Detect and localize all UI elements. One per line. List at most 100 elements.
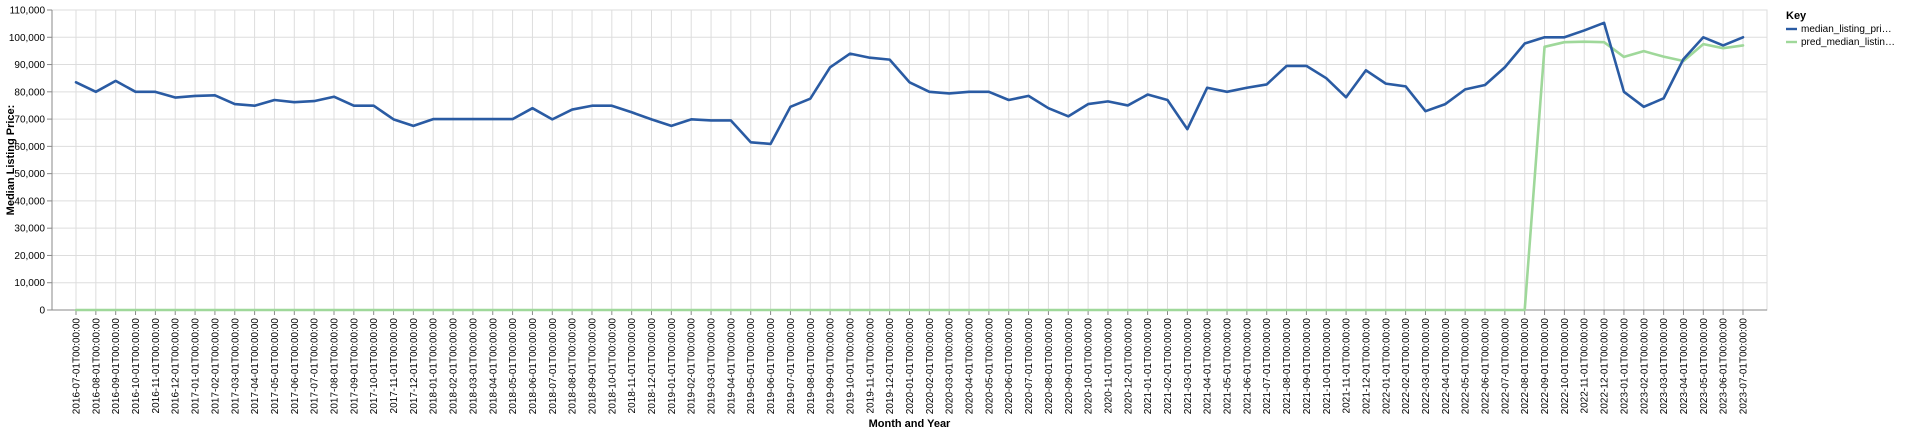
y-tick-label: 40,000 <box>14 196 45 207</box>
x-tick-label: 2017-06-01T00:00:00 <box>290 318 301 415</box>
x-tick-label: 2016-10-01T00:00:00 <box>131 318 142 415</box>
x-tick-label: 2017-04-01T00:00:00 <box>250 318 261 415</box>
y-axis: 0 10,000 20,000 30,000 40,000 50,000 60,000 70,… <box>9 6 53 317</box>
x-tick-label: 2023-02-01T00:00:00 <box>1639 318 1650 415</box>
legend-label: median_listing_pri… <box>1801 24 1892 35</box>
x-tick-label: 2020-01-01T00:00:00 <box>905 318 916 415</box>
x-tick-label: 2018-05-01T00:00:00 <box>508 318 519 415</box>
x-tick-label: 2019-06-01T00:00:00 <box>766 318 777 415</box>
x-tick-label: 2022-11-01T00:00:00 <box>1580 318 1591 414</box>
x-tick-label: 2018-06-01T00:00:00 <box>528 318 539 415</box>
x-tick-label: 2020-10-01T00:00:00 <box>1084 318 1095 415</box>
y-tick-label: 110,000 <box>10 6 46 17</box>
x-tick-label: 2016-08-01T00:00:00 <box>91 318 102 415</box>
x-tick-label: 2022-02-01T00:00:00 <box>1401 318 1412 415</box>
y-tick-label: 60,000 <box>14 142 45 153</box>
x-tick-label: 2016-11-01T00:00:00 <box>151 318 162 414</box>
x-tick-label: 2023-05-01T00:00:00 <box>1699 318 1710 415</box>
x-tick-label: 2020-12-01T00:00:00 <box>1123 318 1134 415</box>
x-tick-label: 2017-05-01T00:00:00 <box>270 318 281 415</box>
x-tick-label: 2023-04-01T00:00:00 <box>1679 318 1690 415</box>
x-tick-label: 2018-09-01T00:00:00 <box>587 318 598 415</box>
x-tick-label: 2019-04-01T00:00:00 <box>726 318 737 415</box>
x-tick-label: 2019-10-01T00:00:00 <box>845 318 856 415</box>
x-tick-label: 2018-04-01T00:00:00 <box>488 318 499 415</box>
x-tick-label: 2023-01-01T00:00:00 <box>1619 318 1630 415</box>
x-tick-label: 2022-08-01T00:00:00 <box>1520 318 1531 415</box>
y-tick-label: 80,000 <box>14 87 45 98</box>
x-tick-label: 2022-09-01T00:00:00 <box>1540 318 1551 415</box>
y-tick-label: 70,000 <box>14 115 45 126</box>
x-tick-label: 2020-05-01T00:00:00 <box>984 318 995 415</box>
x-tick-label: 2017-11-01T00:00:00 <box>389 318 400 414</box>
x-axis: 2016-07-01T00:00:00 2016-08-01T00:00:00 20… <box>52 309 1767 415</box>
x-tick-label: 2018-10-01T00:00:00 <box>607 318 618 415</box>
series-line-0 <box>74 21 1745 146</box>
x-tick-label: 2022-12-01T00:00:00 <box>1600 318 1611 415</box>
x-tick-label: 2018-11-01T00:00:00 <box>627 318 638 414</box>
x-tick-label: 2019-09-01T00:00:00 <box>826 318 837 415</box>
x-tick-label: 2019-02-01T00:00:00 <box>687 318 698 415</box>
x-tick-label: 2022-03-01T00:00:00 <box>1421 318 1432 415</box>
x-tick-label: 2018-07-01T00:00:00 <box>548 318 559 415</box>
x-tick-label: 2022-06-01T00:00:00 <box>1481 318 1492 415</box>
x-tick-label: 2021-03-01T00:00:00 <box>1183 318 1194 415</box>
x-tick-label: 2018-03-01T00:00:00 <box>468 318 479 415</box>
x-tick-label: 2021-10-01T00:00:00 <box>1322 318 1333 415</box>
x-tick-label: 2016-09-01T00:00:00 <box>111 318 122 415</box>
x-tick-label: 2019-08-01T00:00:00 <box>806 318 817 415</box>
legend: Key median_listing_pri… pred_median_listi… <box>1786 10 1895 48</box>
x-tick-label: 2019-11-01T00:00:00 <box>865 318 876 414</box>
x-tick-label: 2020-07-01T00:00:00 <box>1024 318 1035 415</box>
series-lines <box>74 21 1745 312</box>
x-tick-label: 2018-08-01T00:00:00 <box>568 318 579 415</box>
x-tick-label: 2018-12-01T00:00:00 <box>647 318 658 415</box>
x-tick-label: 2023-03-01T00:00:00 <box>1659 318 1670 415</box>
y-axis-title: Median Listing Price: <box>5 105 17 216</box>
x-tick-label: 2020-08-01T00:00:00 <box>1044 318 1055 415</box>
x-tick-label: 2017-08-01T00:00:00 <box>329 318 340 415</box>
y-tick-label: 10,000 <box>14 278 45 289</box>
y-tick-label: 90,000 <box>14 60 45 71</box>
y-tick-label: 30,000 <box>14 224 45 235</box>
x-tick-label: 2022-05-01T00:00:00 <box>1461 318 1472 415</box>
x-tick-label: 2022-10-01T00:00:00 <box>1560 318 1571 415</box>
x-tick-label: 2017-01-01T00:00:00 <box>191 318 202 415</box>
x-tick-label: 2021-01-01T00:00:00 <box>1143 318 1154 415</box>
x-tick-label: 2017-02-01T00:00:00 <box>210 318 221 415</box>
legend-title: Key <box>1786 10 1807 22</box>
x-tick-label: 2017-10-01T00:00:00 <box>369 318 380 415</box>
y-tick-label: 50,000 <box>14 169 45 180</box>
x-tick-label: 2021-06-01T00:00:00 <box>1242 318 1253 415</box>
x-tick-label: 2019-05-01T00:00:00 <box>746 318 757 415</box>
x-tick-label: 2017-03-01T00:00:00 <box>230 318 241 415</box>
y-tick-label: 0 <box>39 306 45 317</box>
x-tick-label: 2018-02-01T00:00:00 <box>449 318 460 415</box>
x-tick-label: 2020-02-01T00:00:00 <box>925 318 936 415</box>
x-tick-label: 2019-12-01T00:00:00 <box>885 318 896 415</box>
x-tick-label: 2020-06-01T00:00:00 <box>1004 318 1015 415</box>
x-tick-label: 2021-08-01T00:00:00 <box>1282 318 1293 415</box>
x-tick-label: 2020-03-01T00:00:00 <box>945 318 956 415</box>
x-tick-label: 2021-02-01T00:00:00 <box>1163 318 1174 415</box>
x-tick-label: 2017-09-01T00:00:00 <box>349 318 360 415</box>
x-tick-label: 2020-11-01T00:00:00 <box>1103 318 1114 414</box>
x-tick-label: 2020-09-01T00:00:00 <box>1064 318 1075 415</box>
x-tick-label: 2023-07-01T00:00:00 <box>1739 318 1750 415</box>
x-tick-label: 2017-12-01T00:00:00 <box>409 318 420 415</box>
legend-label: pred_median_listin… <box>1801 37 1895 48</box>
series-line-1 <box>74 40 1745 312</box>
x-tick-label: 2019-01-01T00:00:00 <box>667 318 678 415</box>
x-tick-label: 2021-04-01T00:00:00 <box>1203 318 1214 415</box>
x-tick-label: 2021-11-01T00:00:00 <box>1342 318 1353 414</box>
x-tick-label: 2018-01-01T00:00:00 <box>429 318 440 415</box>
x-tick-label: 2017-07-01T00:00:00 <box>310 318 321 415</box>
x-tick-label: 2022-04-01T00:00:00 <box>1441 318 1452 415</box>
grid-lines <box>51 9 1768 311</box>
x-tick-label: 2022-01-01T00:00:00 <box>1381 318 1392 415</box>
x-tick-label: 2023-06-01T00:00:00 <box>1719 318 1730 415</box>
x-tick-label: 2021-09-01T00:00:00 <box>1302 318 1313 415</box>
x-tick-label: 2022-07-01T00:00:00 <box>1500 318 1511 415</box>
x-tick-label: 2021-07-01T00:00:00 <box>1262 318 1273 415</box>
